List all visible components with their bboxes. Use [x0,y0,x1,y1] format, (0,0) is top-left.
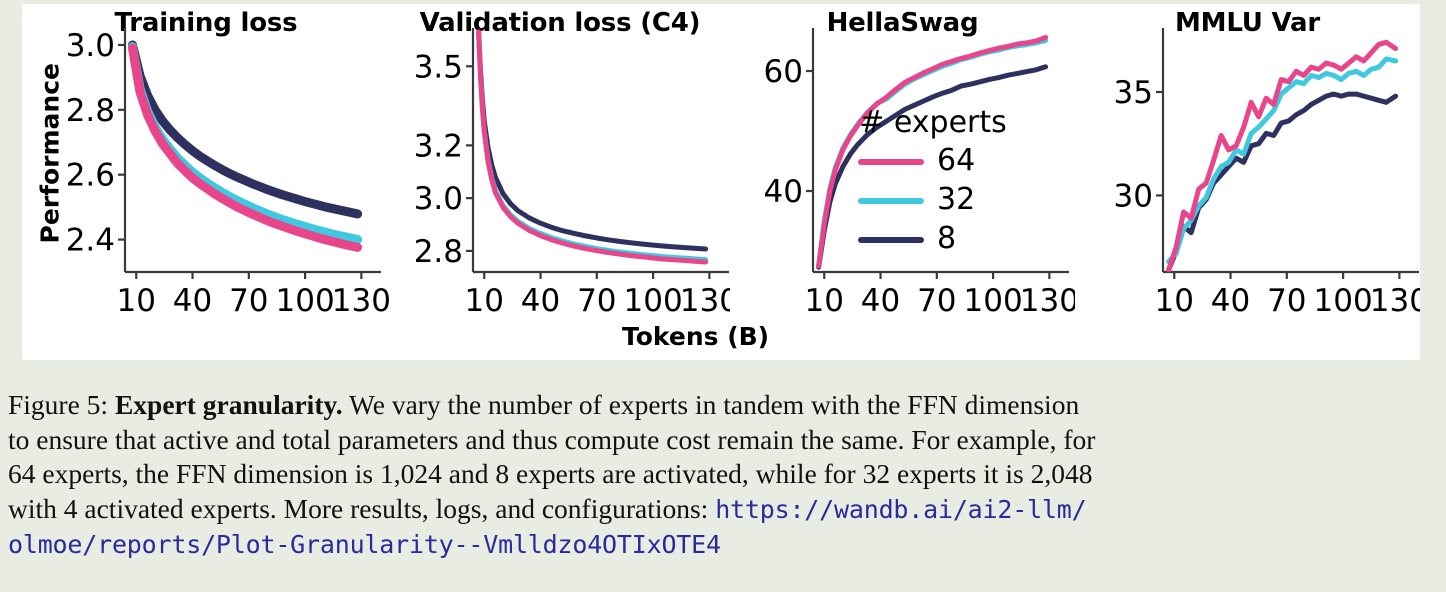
caption-line-4: with 4 activated experts. More results, … [8,492,1440,528]
series-line-8 [128,40,363,219]
series-line-32 [476,29,709,263]
wandb-url-part-1[interactable]: https://wandb.ai/ai2-llm/ [715,494,1087,524]
x-tick-label: 100 [276,283,335,319]
x-tick-label: 130 [680,283,730,319]
series-line-8 [1166,91,1399,273]
y-tick-label: 3.0 [66,28,115,64]
chart-title: MMLU Var [1174,8,1321,38]
wandb-url-part-2[interactable]: olmoe/reports/Plot-Granularity--Vmlldzo4… [8,530,721,559]
chart-panel-2: Validation loss (C4) 2.8 3.0 3.2 3.5 10 40 70 10… [390,4,730,360]
legend-label-32: 32 [937,182,975,217]
y-tick-label: 2.6 [66,158,115,194]
figure-caption: Figure 5: Expert granularity. We vary th… [8,388,1440,563]
x-tick-label: 130 [1370,283,1420,319]
chart-panel-1: Training loss 2.4 2.6 2.8 3.0 10 40 70 100 130 [22,4,390,360]
series-line-32 [1166,56,1399,265]
x-tick-label: 100 [624,283,683,319]
x-tick-label: 70 [577,283,616,319]
caption-line-2: to ensure that active and total paramete… [8,423,1096,455]
y-tick-label: 30 [1114,178,1153,214]
caption-figure-number: Figure 5: [8,389,109,420]
legend-label-64: 64 [937,143,975,178]
x-tick-label: 70 [1267,283,1306,319]
legend-title: # experts [859,105,1007,140]
caption-line-1: Figure 5: Expert granularity. We vary th… [8,388,1440,423]
chart-title: Validation loss (C4) [419,8,701,38]
y-tick-label: 3.0 [414,181,463,217]
x-tick-label: 10 [465,283,504,319]
chart-title: Training loss [114,8,298,38]
x-tick-label: 10 [117,283,156,319]
x-tick-label: 100 [1314,283,1373,319]
y-tick-label: 35 [1114,75,1153,111]
x-tick-label: 100 [964,283,1023,319]
y-tick-label: 2.8 [66,93,115,129]
chart-panel-4: MMLU Var 30 35 10 40 70 100 130 [1075,4,1420,360]
series-line-64 [476,29,709,265]
caption-line-5: olmoe/reports/Plot-Granularity--Vmlldzo4… [8,527,1440,563]
series-line-64 [1166,39,1399,273]
y-tick-label: 40 [764,174,803,210]
figure-white-panel: Training loss 2.4 2.6 2.8 3.0 10 40 70 100 130 Val… [22,4,1420,360]
x-tick-label: 70 [917,283,956,319]
series-line-64 [816,34,1049,269]
x-tick-label: 40 [521,283,560,319]
caption-text-4: with 4 activated experts. More results, … [8,492,709,524]
y-tick-label: 3.2 [414,128,463,164]
y-tick-label: 3.5 [414,49,463,85]
x-tick-label: 130 [332,283,390,319]
x-tick-label: 40 [1211,283,1250,319]
chart-panel-3: HellaSwag 40 60 10 40 70 100 130 # experts 64 32 8 [730,4,1075,360]
x-axis-label: Tokens (B) [622,322,770,351]
x-tick-label: 10 [1155,283,1194,319]
caption-bold-lead: Expert granularity. [114,389,343,420]
chart-title: HellaSwag [826,8,979,38]
y-tick-label: 2.4 [66,223,115,259]
x-tick-label: 40 [861,283,900,319]
series-line-8 [816,64,1049,270]
caption-text-1: We vary the number of experts in tandem … [348,389,1080,420]
series-line-64 [128,43,363,252]
y-axis-label: Performance [35,63,65,244]
x-tick-label: 40 [173,283,212,319]
x-tick-label: 70 [229,283,268,319]
y-tick-label: 60 [764,54,803,90]
chart-panels-row: Training loss 2.4 2.6 2.8 3.0 10 40 70 100 130 Val… [22,4,1420,360]
x-tick-label: 130 [1020,283,1075,319]
x-tick-label: 10 [805,283,844,319]
legend-label-8: 8 [937,221,956,256]
y-tick-label: 2.8 [414,234,463,270]
caption-line-3: 64 experts, the FFN dimension is 1,024 a… [8,458,1093,489]
